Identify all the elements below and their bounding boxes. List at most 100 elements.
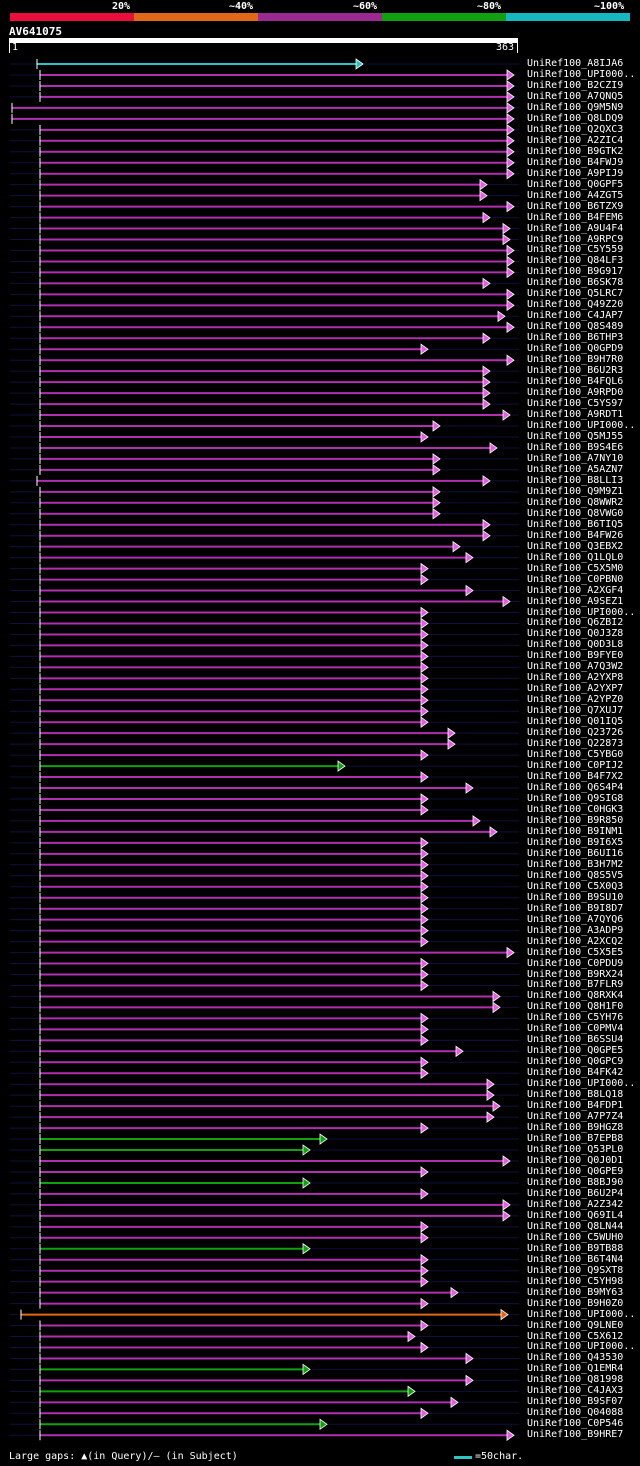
hit-label[interactable]: UniRef100_B9GTK2	[527, 145, 624, 157]
hit-label[interactable]: UniRef100_Q2QXC3	[527, 123, 624, 135]
hit-label[interactable]: UniRef100_A7Q3W2	[527, 661, 624, 673]
hit-label[interactable]: UniRef100_C5WUH0	[527, 1231, 624, 1243]
hit-label[interactable]: UniRef100_Q8S489	[527, 321, 624, 333]
hit-label[interactable]: UniRef100_C5X5E5	[527, 946, 624, 958]
hit-label[interactable]: UniRef100_Q3EBX2	[527, 540, 624, 552]
hit-label[interactable]: UniRef100_A2Z342	[527, 1198, 624, 1210]
hit-label[interactable]: UniRef100_UPI000..	[527, 1308, 636, 1320]
hit-label[interactable]: UniRef100_B4FWJ9	[527, 156, 624, 168]
hit-label[interactable]: UniRef100_B4FK42	[527, 1067, 624, 1079]
hit-label[interactable]: UniRef100_Q8S5V5	[527, 869, 624, 881]
hit-label[interactable]: UniRef100_B4FQL6	[527, 376, 624, 388]
hit-label[interactable]: UniRef100_A8IJA6	[527, 58, 624, 69]
hit-label[interactable]: UniRef100_B9H7R0	[527, 354, 624, 366]
hit-label[interactable]: UniRef100_C0P546	[527, 1418, 624, 1430]
hit-label[interactable]: UniRef100_C5YS97	[527, 398, 624, 410]
hit-label[interactable]: UniRef100_Q8LDQ9	[527, 112, 624, 124]
hit-label[interactable]: UniRef100_Q0D3L8	[527, 639, 624, 651]
hit-label[interactable]: UniRef100_B9HGZ8	[527, 1122, 624, 1134]
hit-label[interactable]: UniRef100_Q04088	[527, 1407, 624, 1419]
hit-label[interactable]: UniRef100_Q84LF3	[527, 255, 624, 267]
hit-label[interactable]: UniRef100_B7FLR9	[527, 979, 624, 991]
hit-label[interactable]: UniRef100_B6U2P4	[527, 1187, 624, 1199]
hit-label[interactable]: UniRef100_A9PIJ9	[527, 167, 624, 179]
hit-label[interactable]: UniRef100_B6TIQ5	[527, 518, 624, 530]
hit-label[interactable]: UniRef100_A7NY10	[527, 452, 624, 464]
hit-label[interactable]: UniRef100_B9INM1	[527, 825, 624, 837]
hit-label[interactable]: UniRef100_A4ZGT5	[527, 189, 624, 201]
hit-label[interactable]: UniRef100_B6U2R3	[527, 365, 624, 377]
hit-label[interactable]: UniRef100_B9R850	[527, 814, 624, 826]
hit-label[interactable]: UniRef100_B4FDP1	[527, 1100, 624, 1112]
hit-label[interactable]: UniRef100_A9RDT1	[527, 409, 624, 421]
hit-label[interactable]: UniRef100_Q0J0D1	[527, 1155, 624, 1166]
hit-label[interactable]: UniRef100_B8LQ18	[527, 1089, 624, 1101]
hit-label[interactable]: UniRef100_B2CZI9	[527, 79, 624, 91]
hit-label[interactable]: UniRef100_B6TZX9	[527, 200, 624, 212]
hit-label[interactable]: UniRef100_B9I6X5	[527, 836, 624, 848]
hit-label[interactable]: UniRef100_B6SK78	[527, 277, 624, 289]
hit-label[interactable]: UniRef100_Q81998	[527, 1374, 624, 1386]
hit-label[interactable]: UniRef100_Q0GPE9	[527, 1165, 624, 1177]
hit-label[interactable]: UniRef100_UPI000..	[527, 420, 636, 431]
hit-label[interactable]: UniRef100_B9RX24	[527, 968, 624, 980]
hit-label[interactable]: UniRef100_C5X0Q3	[527, 880, 624, 892]
hit-label[interactable]: UniRef100_B4FW26	[527, 529, 624, 541]
hit-label[interactable]: UniRef100_C0PDU9	[527, 957, 624, 969]
hit-label[interactable]: UniRef100_B4FEM6	[527, 211, 624, 223]
hit-label[interactable]: UniRef100_A7QYQ6	[527, 913, 624, 925]
hit-label[interactable]: UniRef100_Q49Z20	[527, 299, 624, 311]
hit-label[interactable]: UniRef100_Q9SXT8	[527, 1264, 624, 1276]
hit-label[interactable]: UniRef100_C5YH98	[527, 1275, 624, 1287]
hit-label[interactable]: UniRef100_Q43530	[527, 1352, 624, 1364]
hit-label[interactable]: UniRef100_C5Y559	[527, 244, 624, 256]
hit-label[interactable]: UniRef100_Q8LN44	[527, 1220, 624, 1232]
hit-label[interactable]: UniRef100_C5X612	[527, 1330, 624, 1342]
hit-label[interactable]: UniRef100_Q5MJ55	[527, 430, 624, 442]
hit-label[interactable]: UniRef100_B7EPB8	[527, 1133, 624, 1145]
hit-label[interactable]: UniRef100_UPI000..	[527, 68, 636, 80]
hit-label[interactable]: UniRef100_Q6ZBI2	[527, 617, 624, 629]
hit-label[interactable]: UniRef100_C4JAP7	[527, 310, 624, 322]
hit-label[interactable]: UniRef100_B6UI16	[527, 847, 624, 859]
hit-label[interactable]: UniRef100_A9U4F4	[527, 222, 624, 234]
hit-label[interactable]: UniRef100_B9TB88	[527, 1242, 624, 1254]
hit-label[interactable]: UniRef100_B3H7M2	[527, 858, 624, 870]
hit-label[interactable]: UniRef100_Q01IQ5	[527, 716, 624, 728]
hit-label[interactable]: UniRef100_A2XCQ2	[527, 935, 624, 947]
hit-label[interactable]: UniRef100_Q1LQL0	[527, 551, 624, 563]
hit-label[interactable]: UniRef100_Q0GPC9	[527, 1056, 624, 1068]
hit-label[interactable]: UniRef100_Q53PL0	[527, 1144, 624, 1156]
hit-label[interactable]: UniRef100_A9SEZ1	[527, 595, 624, 607]
hit-label[interactable]: UniRef100_Q9SIG8	[527, 792, 624, 804]
hit-label[interactable]: UniRef100_Q9LNE0	[527, 1319, 624, 1331]
hit-label[interactable]: UniRef100_Q8VWG0	[527, 507, 624, 519]
hit-label[interactable]: UniRef100_Q8WWR2	[527, 496, 624, 508]
hit-label[interactable]: UniRef100_Q8RXK4	[527, 990, 624, 1002]
hit-label[interactable]: UniRef100_A5AZN7	[527, 463, 624, 475]
hit-label[interactable]: UniRef100_Q7XUJ7	[527, 705, 624, 717]
hit-label[interactable]: UniRef100_Q0J3Z8	[527, 628, 624, 640]
hit-label[interactable]: UniRef100_A2ZIC4	[527, 134, 624, 146]
hit-label[interactable]: UniRef100_B9SF07	[527, 1396, 624, 1408]
hit-label[interactable]: UniRef100_B4F7X2	[527, 771, 624, 783]
hit-label[interactable]: UniRef100_A2YPZ0	[527, 694, 624, 706]
hit-label[interactable]: UniRef100_B9FYE0	[527, 650, 624, 662]
hit-label[interactable]: UniRef100_C4JAX3	[527, 1385, 624, 1397]
hit-label[interactable]: UniRef100_B9I8D7	[527, 902, 624, 914]
hit-label[interactable]: UniRef100_Q0GPF5	[527, 178, 624, 190]
hit-label[interactable]: UniRef100_A7P7Z4	[527, 1111, 624, 1123]
hit-label[interactable]: UniRef100_A2YXP8	[527, 672, 624, 684]
hit-label[interactable]: UniRef100_B6SSU4	[527, 1034, 624, 1046]
hit-label[interactable]: UniRef100_C0PMV4	[527, 1023, 624, 1035]
hit-label[interactable]: UniRef100_B8BJ90	[527, 1176, 624, 1188]
hit-label[interactable]: UniRef100_C5YH76	[527, 1012, 624, 1024]
hit-label[interactable]: UniRef100_C0PBN0	[527, 573, 624, 585]
hit-label[interactable]: UniRef100_Q5LRC7	[527, 288, 624, 300]
hit-label[interactable]: UniRef100_B9MY63	[527, 1286, 624, 1298]
hit-label[interactable]: UniRef100_C0PIJ2	[527, 760, 624, 772]
hit-label[interactable]: UniRef100_A9RPD0	[527, 387, 624, 399]
hit-label[interactable]: UniRef100_UPI000..	[527, 606, 636, 618]
hit-label[interactable]: UniRef100_C5X5M0	[527, 562, 624, 574]
hit-label[interactable]: UniRef100_C5YBG0	[527, 749, 624, 761]
